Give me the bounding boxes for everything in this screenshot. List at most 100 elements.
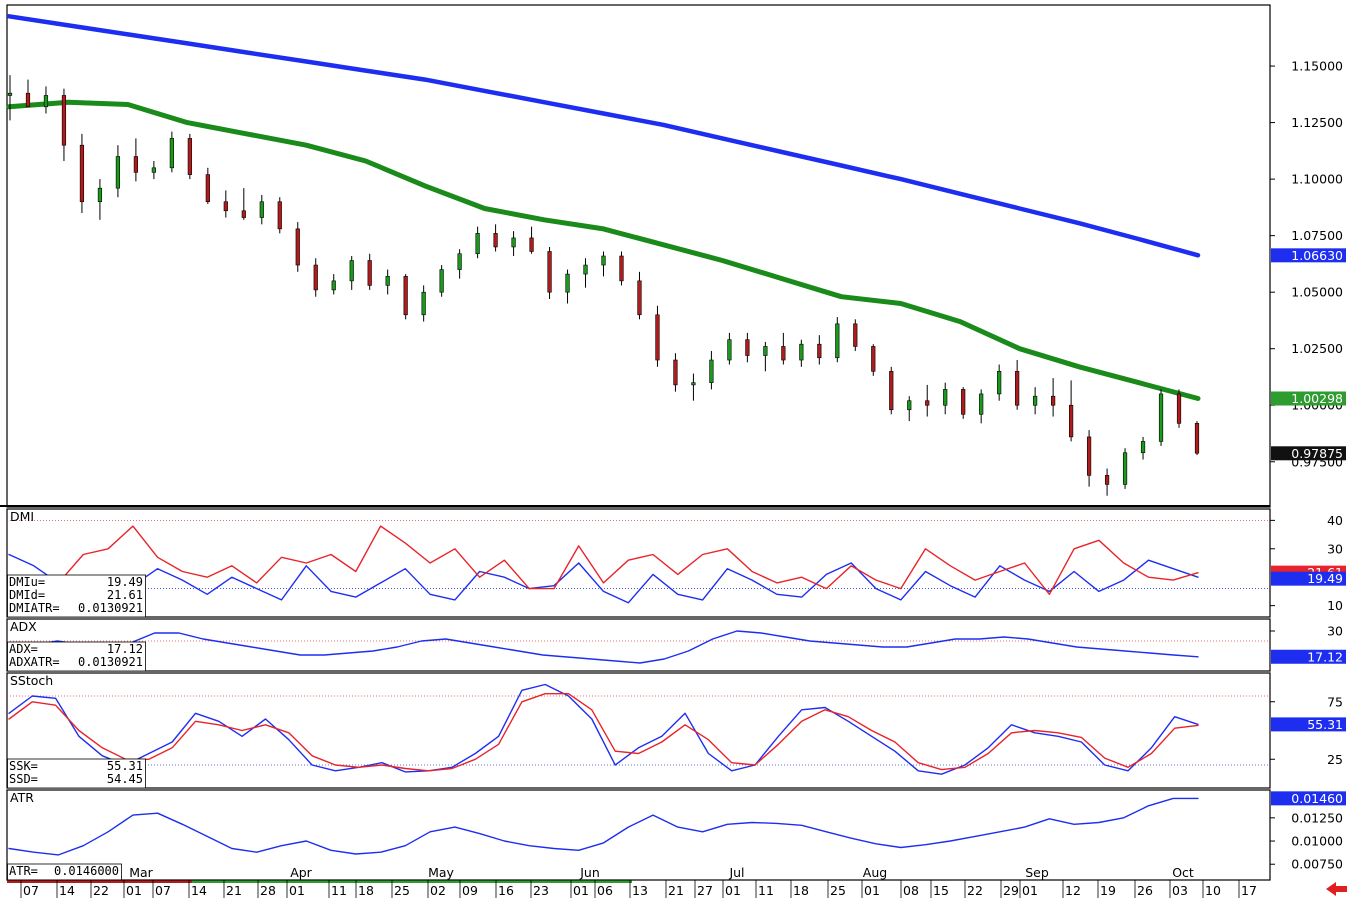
y-tick-label-1-2: 10 — [1327, 598, 1343, 613]
candle-body-1 — [25, 92, 31, 108]
candle-body-66 — [1194, 423, 1200, 454]
candle-body-22 — [403, 276, 408, 316]
candle-body-33 — [601, 255, 606, 266]
candle-body-9 — [169, 138, 174, 169]
candle-body-26 — [475, 233, 480, 255]
day-label-9: 11 — [331, 883, 347, 898]
panel-title-1: DMI — [10, 509, 34, 524]
value-tag-2-0 — [1271, 649, 1346, 664]
candle-body-2 — [43, 95, 49, 108]
candle-body-59 — [1069, 404, 1074, 438]
day-label-7: 28 — [260, 883, 276, 898]
candle-body-19 — [349, 260, 354, 282]
day-label-10: 18 — [358, 883, 374, 898]
candle-body-8 — [151, 167, 156, 173]
day-label-30: 01 — [1022, 883, 1038, 898]
day-label-4: 07 — [155, 883, 171, 898]
candle-body-51 — [925, 400, 930, 406]
month-label-5: Aug — [863, 865, 887, 880]
candle-body-25 — [457, 253, 462, 270]
ma-long-line — [6, 14, 1201, 258]
candle-body-6 — [115, 156, 121, 189]
day-label-14: 16 — [498, 883, 514, 898]
candle-body-29 — [529, 237, 534, 252]
candle-body-64 — [1158, 393, 1164, 442]
day-label-31: 12 — [1065, 883, 1081, 898]
month-label-1: Apr — [290, 865, 312, 880]
day-label-26: 08 — [903, 883, 919, 898]
candle-body-41 — [745, 339, 750, 356]
panel-title-3: SStoch — [10, 673, 53, 688]
candle-body-16 — [295, 228, 300, 266]
day-label-25: 01 — [864, 883, 880, 898]
day-label-20: 27 — [697, 883, 713, 898]
day-label-21: 01 — [725, 883, 741, 898]
candle-body-21 — [385, 276, 390, 286]
candle-body-65 — [1176, 393, 1182, 424]
candle-body-55 — [997, 371, 1002, 395]
readout-value-1-1: 21.61 — [107, 588, 143, 602]
y-tick-label-0-4: 1.05000 — [1291, 285, 1343, 300]
day-label-16: 01 — [573, 883, 589, 898]
candle-body-43 — [781, 346, 786, 361]
panel-frame-4 — [6, 789, 1271, 881]
candle-body-10 — [187, 138, 192, 175]
readout-box-1 — [7, 574, 146, 618]
month-label-2: May — [428, 865, 454, 880]
day-label-36: 17 — [1241, 883, 1257, 898]
candle-body-36 — [655, 314, 660, 361]
value-tag-text-0-0: 1.06630 — [1291, 248, 1343, 263]
month-label-7: Oct — [1172, 865, 1194, 880]
period-strip-green — [192, 880, 632, 883]
day-label-34: 03 — [1172, 883, 1188, 898]
candle-body-18 — [331, 280, 336, 291]
candle-body-62 — [1122, 452, 1128, 485]
y-tick-label-1-1: 30 — [1327, 541, 1343, 556]
candle-body-5 — [97, 187, 103, 203]
readout-value-2-0: 17.12 — [107, 642, 143, 656]
indicator-line-1-1 — [8, 525, 1199, 595]
day-label-1: 14 — [59, 883, 75, 898]
value-tag-text-2-0: 17.12 — [1307, 649, 1343, 664]
readout-label-2-1: ADXATR= — [9, 655, 60, 669]
candle-body-4 — [79, 144, 85, 203]
readout-label-2-0: ADX= — [9, 642, 38, 656]
candle-body-50 — [907, 400, 912, 411]
candle-body-20 — [367, 260, 372, 286]
candle-body-30 — [547, 251, 552, 293]
day-label-29: 29 — [1003, 883, 1019, 898]
candle-body-35 — [637, 280, 642, 316]
candle-body-42 — [763, 346, 768, 356]
y-tick-label-0-0: 1.15000 — [1291, 59, 1343, 74]
candle-body-39 — [709, 359, 714, 383]
readout-label-1-2: DMIATR= — [9, 601, 60, 615]
ma-short-line — [6, 99, 1201, 401]
day-label-23: 18 — [793, 883, 809, 898]
day-label-13: 09 — [462, 883, 478, 898]
y-tick-label-4-0: 0.01250 — [1291, 810, 1343, 825]
y-tick-label-0-2: 1.10000 — [1291, 172, 1343, 187]
candle-body-32 — [583, 264, 588, 275]
readout-label-1-1: DMId= — [9, 588, 45, 602]
y-tick-label-1-0: 40 — [1327, 513, 1343, 528]
candle-body-57 — [1033, 395, 1038, 406]
readout-box-3 — [7, 758, 146, 789]
value-tag-text-4-0: 0.01460 — [1291, 791, 1343, 806]
panel-title-2: ADX — [10, 619, 37, 634]
scroll-left-icon[interactable] — [1326, 882, 1347, 896]
value-tag-0-2 — [1271, 446, 1346, 461]
y-tick-label-0-3: 1.07500 — [1291, 228, 1343, 243]
readout-label-1-0: DMIu= — [9, 575, 45, 589]
indicator-line-2-0 — [8, 630, 1199, 664]
day-label-32: 19 — [1100, 883, 1116, 898]
day-label-3: 01 — [126, 883, 142, 898]
day-label-5: 14 — [191, 883, 207, 898]
candle-body-31 — [565, 273, 570, 293]
candle-body-34 — [619, 255, 624, 282]
y-tick-label-0-5: 1.02500 — [1291, 341, 1343, 356]
month-label-3: Jun — [579, 865, 600, 880]
day-label-22: 11 — [758, 883, 774, 898]
day-label-28: 22 — [967, 883, 983, 898]
candle-body-40 — [727, 339, 732, 361]
